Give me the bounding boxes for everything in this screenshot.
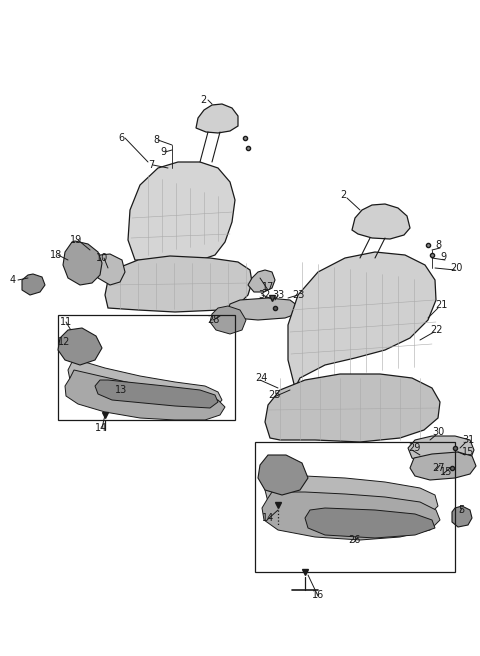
Text: 14: 14 bbox=[95, 423, 107, 433]
Polygon shape bbox=[288, 252, 436, 388]
Text: 17: 17 bbox=[262, 282, 275, 292]
Text: 16: 16 bbox=[312, 590, 324, 600]
Polygon shape bbox=[95, 380, 218, 408]
Text: 13: 13 bbox=[115, 385, 127, 395]
Text: 28: 28 bbox=[207, 315, 219, 325]
Text: 15: 15 bbox=[462, 447, 474, 457]
Text: 26: 26 bbox=[348, 535, 360, 545]
Polygon shape bbox=[352, 204, 410, 239]
Text: 9: 9 bbox=[440, 252, 446, 262]
Text: 22: 22 bbox=[430, 325, 443, 335]
Text: 5: 5 bbox=[458, 505, 464, 515]
Text: 19: 19 bbox=[70, 235, 82, 245]
Polygon shape bbox=[228, 298, 298, 320]
Text: 12: 12 bbox=[58, 337, 71, 347]
Text: 8: 8 bbox=[435, 240, 441, 250]
Polygon shape bbox=[452, 506, 472, 527]
Polygon shape bbox=[65, 370, 225, 420]
Polygon shape bbox=[305, 508, 435, 538]
Text: 20: 20 bbox=[450, 263, 462, 273]
Polygon shape bbox=[410, 452, 476, 480]
Text: 10: 10 bbox=[96, 253, 108, 263]
Text: 21: 21 bbox=[435, 300, 447, 310]
Text: 14: 14 bbox=[262, 513, 274, 523]
Polygon shape bbox=[265, 476, 438, 524]
Text: 9: 9 bbox=[160, 147, 166, 157]
Text: 25: 25 bbox=[268, 390, 280, 400]
Text: 11: 11 bbox=[60, 317, 72, 327]
Text: 15: 15 bbox=[440, 467, 452, 477]
Polygon shape bbox=[258, 455, 308, 495]
Text: 31: 31 bbox=[462, 435, 474, 445]
Polygon shape bbox=[105, 256, 252, 312]
Text: 2: 2 bbox=[340, 190, 346, 200]
Polygon shape bbox=[265, 374, 440, 442]
Text: 27: 27 bbox=[432, 463, 444, 473]
Polygon shape bbox=[22, 274, 45, 295]
Text: 23: 23 bbox=[292, 290, 304, 300]
Text: 18: 18 bbox=[50, 250, 62, 260]
Polygon shape bbox=[248, 270, 275, 292]
Text: 30: 30 bbox=[432, 427, 444, 437]
Polygon shape bbox=[196, 104, 238, 133]
Text: 8: 8 bbox=[153, 135, 159, 145]
Text: 7: 7 bbox=[148, 160, 154, 170]
Polygon shape bbox=[210, 306, 246, 334]
Text: 32: 32 bbox=[258, 290, 270, 300]
Polygon shape bbox=[408, 436, 474, 468]
Text: 29: 29 bbox=[408, 443, 420, 453]
Text: 33: 33 bbox=[272, 290, 284, 300]
Polygon shape bbox=[58, 328, 102, 365]
Polygon shape bbox=[262, 492, 440, 540]
Polygon shape bbox=[128, 162, 235, 262]
Text: 4: 4 bbox=[10, 275, 16, 285]
Polygon shape bbox=[96, 254, 125, 285]
Text: 6: 6 bbox=[118, 133, 124, 143]
Polygon shape bbox=[63, 241, 102, 285]
Text: 24: 24 bbox=[255, 373, 267, 383]
Polygon shape bbox=[68, 360, 222, 412]
Text: 2: 2 bbox=[200, 95, 206, 105]
